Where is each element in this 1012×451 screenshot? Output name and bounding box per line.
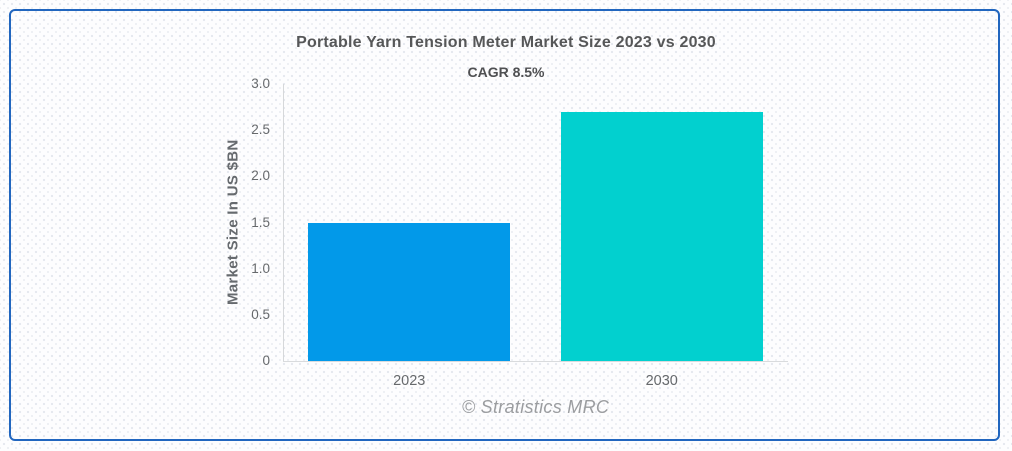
bar-2023 xyxy=(308,222,511,361)
chart-title: Portable Yarn Tension Meter Market Size … xyxy=(296,34,716,51)
x-axis-label-2023: 2023 xyxy=(393,373,426,389)
y-tick-label: 0.5 xyxy=(251,306,270,322)
y-tick-label: 2.5 xyxy=(251,122,270,138)
watermark: © Stratistics MRC xyxy=(461,397,610,417)
x-axis-line xyxy=(283,361,788,362)
y-tick-label: 1.5 xyxy=(251,214,270,230)
y-tick-label: 0 xyxy=(262,353,270,368)
bar-2030 xyxy=(560,111,763,361)
plot-area: 0 0.5 1.0 1.5 2.0 2.5 3.0 2023 2030 xyxy=(251,76,788,389)
chart-subtitle: CAGR 8.5% xyxy=(467,64,545,80)
y-tick-label: 1.0 xyxy=(251,260,270,276)
y-tick-label: 2.0 xyxy=(251,168,270,184)
x-axis-label-2030: 2030 xyxy=(645,373,678,389)
y-tick-label: 3.0 xyxy=(251,76,270,91)
y-axis-line xyxy=(283,84,284,361)
